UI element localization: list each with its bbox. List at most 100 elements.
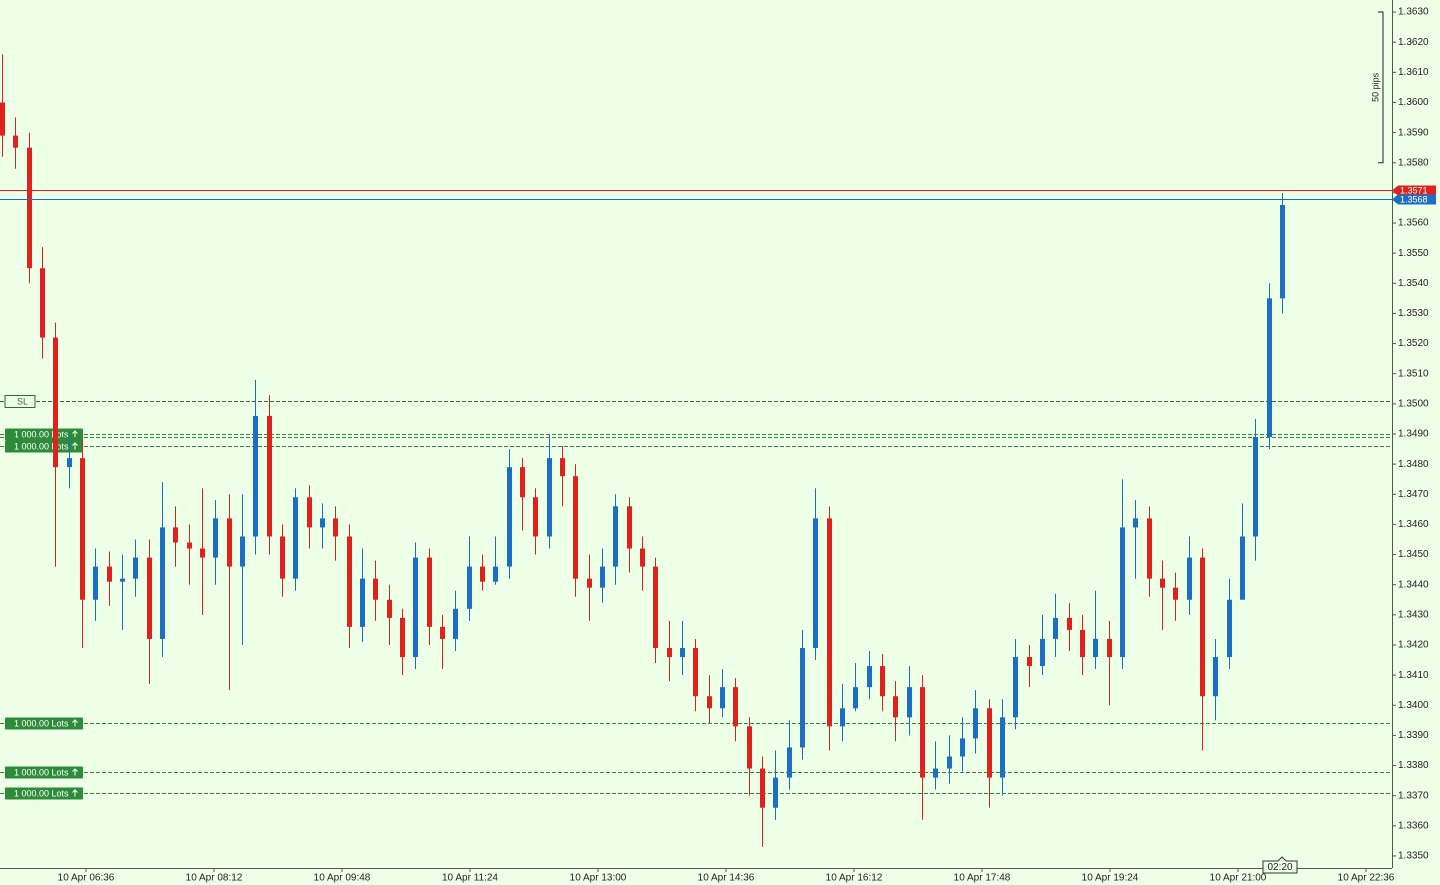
candle-body	[613, 506, 618, 567]
y-tick-label: 1.3510	[1398, 368, 1429, 379]
candle-body	[1227, 599, 1232, 658]
y-tick-label: 1.3350	[1398, 851, 1429, 862]
countdown-box	[1262, 856, 1298, 874]
countdown-label: 02:20	[1267, 862, 1292, 873]
candle-body	[360, 578, 365, 627]
y-tick-label: 1.3630	[1398, 7, 1429, 18]
order-label-box	[5, 766, 83, 779]
candle-body	[240, 536, 245, 567]
order-arrow-icon	[72, 430, 78, 438]
y-tick-label: 1.3580	[1398, 157, 1429, 168]
y-tick-label: 1.3400	[1398, 700, 1429, 711]
candle-body	[480, 566, 485, 582]
price-label: 1.3568	[1400, 194, 1428, 204]
candle-body	[173, 527, 178, 543]
candle-body	[1107, 638, 1112, 658]
candle-body	[933, 768, 938, 778]
y-tick-label: 1.3620	[1398, 37, 1429, 48]
y-tick-label: 1.3380	[1398, 760, 1429, 771]
x-tick-label: 10 Apr 13:00	[570, 873, 627, 884]
candle-body	[960, 738, 965, 757]
candle-body	[333, 518, 338, 537]
y-tick-label: 1.3450	[1398, 549, 1429, 560]
order-label: 1 000.00 Lots	[14, 767, 69, 777]
candle-body	[720, 687, 725, 709]
y-tick-label: 1.3440	[1398, 579, 1429, 590]
candle-body	[1280, 204, 1285, 299]
candle-body	[1120, 527, 1125, 658]
candle-body	[1267, 298, 1272, 438]
x-tick-label: 10 Apr 11:24	[442, 873, 498, 884]
y-tick-label: 1.3520	[1398, 338, 1429, 349]
y-tick-label: 1.3410	[1398, 670, 1429, 681]
candle-body	[600, 566, 605, 588]
order-label-box	[5, 787, 83, 800]
candle-body	[747, 726, 752, 769]
x-tick-label: 10 Apr 17:48	[954, 873, 1011, 884]
candle-body	[227, 518, 232, 567]
candle-body	[0, 102, 5, 136]
candle-body	[307, 497, 312, 528]
y-tick-label: 1.3560	[1398, 218, 1429, 229]
price-label: 1.3571	[1400, 185, 1428, 195]
pips-scale-label: 50 pips	[1370, 72, 1380, 102]
x-tick-label: 10 Apr 06:36	[58, 873, 115, 884]
candle-body	[827, 518, 832, 727]
candle-body	[1200, 557, 1205, 697]
y-tick-label: 1.3420	[1398, 640, 1429, 651]
candle-body	[147, 557, 152, 639]
candle-body	[160, 527, 165, 639]
candle-body	[653, 566, 658, 648]
candle-body	[1040, 638, 1045, 667]
candle-body	[493, 566, 498, 582]
candle-body	[213, 518, 218, 558]
candle-body	[467, 566, 472, 609]
candle-body	[80, 458, 85, 600]
candle-body	[587, 578, 592, 588]
candle-body	[1173, 587, 1178, 600]
x-tick-label: 10 Apr 08:12	[186, 873, 243, 884]
candle-body	[773, 777, 778, 808]
order-label: 1 000.00 Lots	[14, 718, 69, 728]
candle-body	[680, 647, 685, 658]
candle-body	[840, 708, 845, 727]
candle-body	[13, 135, 18, 148]
order-arrow-icon	[72, 789, 78, 797]
candle-body	[67, 458, 72, 468]
y-tick-label: 1.3470	[1398, 489, 1429, 500]
candle-body	[1080, 629, 1085, 658]
y-tick-label: 1.3600	[1398, 97, 1429, 108]
x-tick-label: 10 Apr 22:36	[1338, 873, 1395, 884]
y-tick-label: 1.3610	[1398, 67, 1429, 78]
candle-body	[520, 467, 525, 498]
candle-body	[107, 566, 112, 582]
candle-body	[267, 415, 272, 537]
y-tick-label: 1.3500	[1398, 399, 1429, 410]
candle-body	[400, 617, 405, 658]
x-tick-label: 10 Apr 09:48	[314, 873, 371, 884]
candle-body	[813, 518, 818, 648]
y-tick-label: 1.3370	[1398, 790, 1429, 801]
pips-scale	[1378, 11, 1384, 164]
candle-body	[93, 566, 98, 600]
y-tick-label: 1.3390	[1398, 730, 1429, 741]
candle-body	[1013, 657, 1018, 718]
candle-body	[707, 696, 712, 709]
candle-body	[667, 647, 672, 658]
y-tick-label: 1.3590	[1398, 127, 1429, 138]
x-tick-label: 10 Apr 16:12	[826, 873, 883, 884]
price-label-box	[1392, 194, 1436, 205]
candle-body	[187, 542, 192, 549]
candle-body	[280, 536, 285, 579]
candle-body	[880, 666, 885, 697]
candle-body	[1240, 536, 1245, 600]
order-label-box	[5, 440, 83, 453]
y-tick-label: 1.3460	[1398, 519, 1429, 530]
x-tick-label: 10 Apr 19:24	[1082, 873, 1139, 884]
candle-body	[1093, 638, 1098, 658]
order-arrow-icon	[72, 442, 78, 450]
order-label-box	[5, 717, 83, 730]
candle-body	[627, 506, 632, 549]
candle-body	[947, 756, 952, 769]
candle-body	[200, 548, 205, 558]
